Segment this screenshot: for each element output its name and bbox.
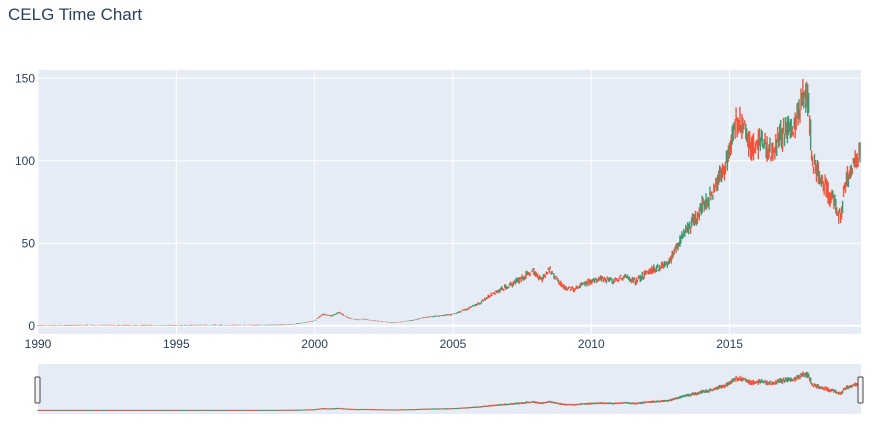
rangeslider-handle-left[interactable] (34, 376, 41, 404)
rangeslider-handle-right[interactable] (857, 376, 864, 404)
x-tick-label: 2015 (716, 337, 743, 351)
main-plot-bg[interactable] (38, 70, 861, 334)
y-tick-label: 50 (22, 236, 36, 250)
x-tick-label: 2005 (440, 337, 467, 351)
x-tick-label: 2010 (578, 337, 605, 351)
grid-layer (37, 70, 861, 334)
y-tick-label: 0 (28, 319, 35, 333)
y-tick-label: 100 (15, 154, 35, 168)
x-tick-label: 1990 (25, 337, 52, 351)
rangeslider-bg[interactable] (38, 364, 861, 414)
tick-layer: 1990 1995 2000 2005 2010 2015 0 50 100 150 (15, 71, 743, 351)
candle-layer (37, 78, 861, 326)
x-tick-label: 1995 (163, 337, 190, 351)
y-tick-label: 150 (15, 71, 35, 85)
x-tick-label: 2000 (301, 337, 328, 351)
chart-title: CELG Time Chart (8, 5, 143, 24)
rangeslider-series (37, 371, 861, 411)
